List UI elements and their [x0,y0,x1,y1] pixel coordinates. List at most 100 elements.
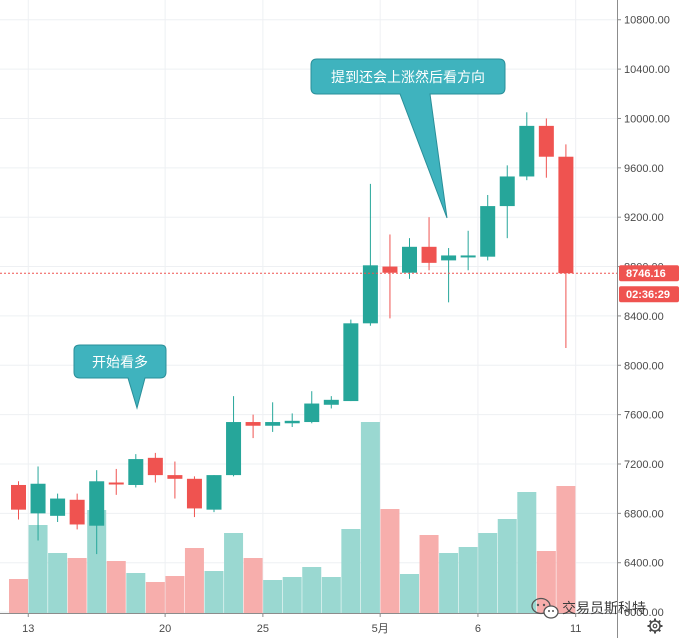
candle[interactable] [519,112,535,181]
callout-direction-text: 提到还会上涨然后看方向 [331,69,485,86]
volume-bar [145,582,165,613]
candle-body [460,255,476,258]
volume-bar [184,548,204,613]
candle[interactable] [206,475,222,513]
price-tick-label: 10800.00 [624,15,670,27]
candle[interactable] [304,391,320,424]
candle-body [538,125,554,157]
candles [11,112,574,555]
time-tick-label: 6 [475,623,481,635]
volume-bar [478,533,498,613]
current-price-value: 8746.16 [626,268,666,280]
volume-bars [9,422,576,613]
volume-bar [536,551,556,613]
candle-body [50,498,66,516]
candle[interactable] [538,118,554,178]
price-tick-label: 9200.00 [624,212,664,224]
volume-bar [302,567,322,613]
time-tick-label: 20 [159,623,171,635]
volume-bar [106,561,126,613]
candle[interactable] [323,396,339,409]
volume-bar [497,519,517,613]
candle[interactable] [441,248,457,303]
candle[interactable] [167,461,183,499]
candle-body [382,266,398,273]
candle[interactable] [402,238,417,279]
volume-bar [243,558,263,613]
candle[interactable] [421,217,437,271]
candle[interactable] [108,468,124,495]
price-tick-label: 6800.00 [624,508,664,520]
price-tick-label: 8400.00 [624,311,664,323]
volume-bar [9,579,28,613]
gear-icon[interactable] [647,618,663,634]
volume-bar [400,574,419,613]
price-tick-label: 7600.00 [624,410,664,422]
candle[interactable] [480,194,496,261]
candle[interactable] [89,470,105,555]
callout-start-bullish-text: 开始看多 [92,354,148,371]
candle-body [69,499,85,525]
candle[interactable] [226,396,242,477]
current-price-badge: 8746.16 [619,265,679,282]
candle-body [343,323,359,402]
callout-start-bullish: 开始看多 [73,344,167,410]
candle[interactable] [69,493,85,530]
candle[interactable] [558,144,574,348]
candle-body [30,483,46,514]
volume-bar [321,577,341,613]
volume-bar [458,547,478,613]
candle-body [11,484,26,510]
volume-bar [282,577,302,613]
candle[interactable] [30,466,46,541]
candle-body [226,422,242,476]
volume-bar [28,525,48,613]
candle[interactable] [343,319,359,402]
volume-bar [263,580,283,613]
time-tick-label: 5月 [372,623,389,635]
time-tick-label: 11 [570,623,581,635]
candle-body [362,265,378,324]
candle[interactable] [50,493,66,522]
price-tick-label: 6400.00 [624,558,664,570]
volume-bar [419,535,439,613]
candle[interactable] [499,165,515,239]
volume-bar [224,533,244,613]
candle-body [499,176,515,207]
candle[interactable] [265,402,281,432]
candle-body [265,422,281,426]
candle-body [304,403,320,423]
candle[interactable] [362,183,378,326]
candle-body [186,478,202,509]
price-tick-label: 8000.00 [624,360,664,372]
price-tick-label: 7200.00 [624,459,664,471]
volume-bar [87,510,107,613]
candle-body [147,457,163,476]
volume-bar [380,509,400,613]
price-tick-label: 9600.00 [624,163,664,175]
volume-bar [360,422,380,613]
candle[interactable] [11,481,26,520]
candle[interactable] [147,452,163,483]
volume-bar [48,553,68,613]
candle-body [441,255,457,261]
candle-body [128,459,144,485]
candle[interactable] [186,476,202,518]
candle-body [558,156,574,274]
countdown-value: 02:36:29 [626,289,670,301]
candle-body [206,475,222,510]
candle[interactable] [245,414,261,439]
candle-body [480,206,496,257]
candle[interactable] [382,234,398,319]
price-tick-label: 10000.00 [624,113,670,125]
price-axis[interactable]: 6000.00 6400.00 6800.00 7200.00 7600.00 8000.… [617,15,670,619]
candle[interactable] [284,413,300,427]
volume-bar [439,553,459,613]
candle-body [167,475,183,479]
candle[interactable] [128,454,144,488]
candle[interactable] [460,230,476,271]
watermark: 交易员斯科特 [531,597,646,619]
time-axis[interactable]: 13 20 25 5月 6 11 [22,613,581,635]
time-tick-label: 13 [22,623,34,635]
